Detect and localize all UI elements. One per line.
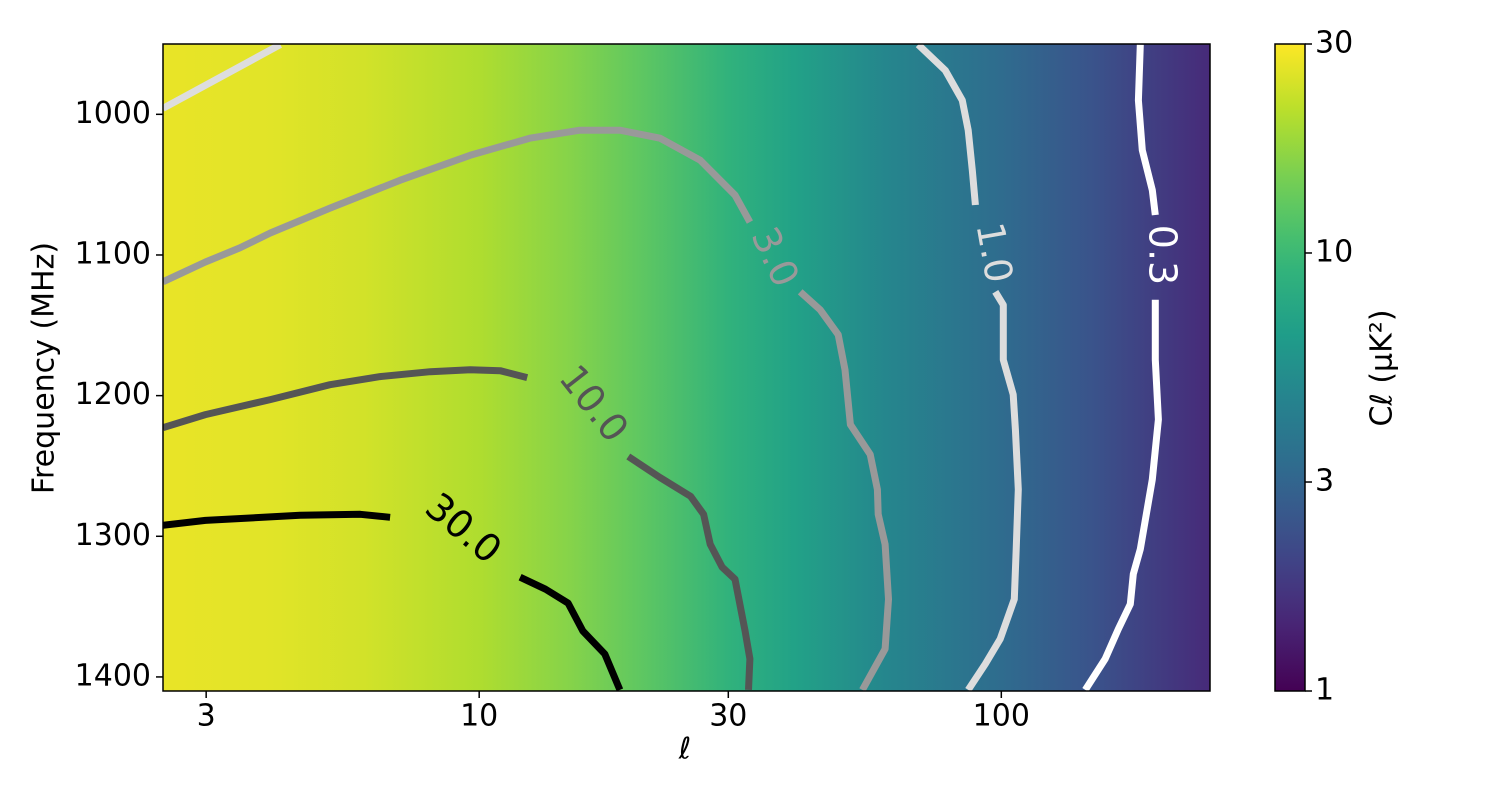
colorbar-tick-label: 30 [1315,26,1353,61]
x-axis-label: ℓ [678,732,691,767]
y-tick-label: 1400 [75,658,151,693]
x-tick-label: 30 [709,699,747,734]
contour-label: 1.0 [968,219,1022,286]
x-tick-label: 100 [973,699,1030,734]
y-tick-label: 1100 [75,236,151,271]
colorbar-tick-label: 1 [1315,673,1334,708]
y-axis-label: Frequency (MHz) [27,242,62,494]
contour-label: 0.3 [1141,225,1185,285]
contour-line [163,510,624,691]
colorbar-tick-label: 3 [1315,464,1334,499]
contour-line [163,44,282,112]
x-tick-label: 3 [197,699,216,734]
colorbar-label: Cℓ (μK²) [1365,309,1400,426]
x-tick-label: 10 [460,699,498,734]
contour-line [163,126,892,691]
y-tick-label: 1000 [75,96,151,131]
y-tick-label: 1300 [75,518,151,553]
contour-line [1082,44,1162,691]
contour-line [163,366,754,691]
y-tick-label: 1200 [75,377,151,412]
plot-frame [162,43,1211,692]
heatmap [163,44,1210,691]
colorbar-tick-label: 10 [1315,234,1353,269]
contour-line [915,44,1022,691]
colorbar [1274,43,1306,692]
